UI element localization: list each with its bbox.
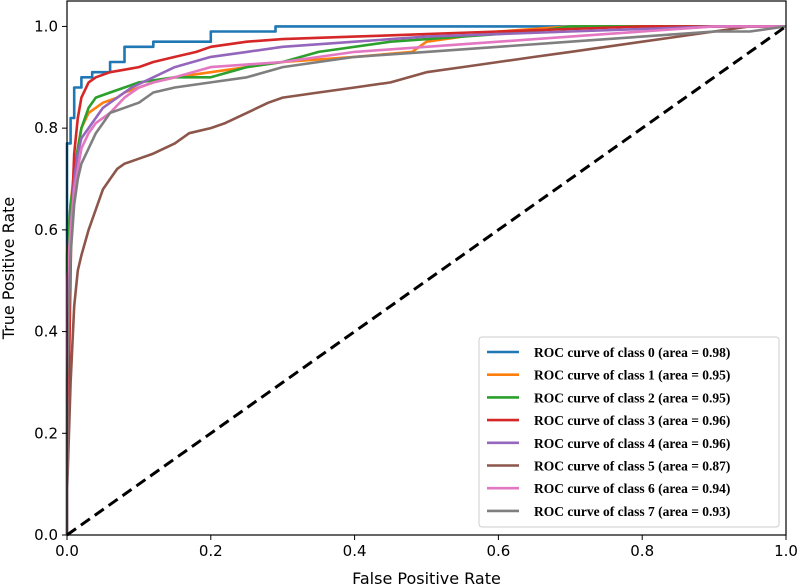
y-tick-label: 0.2 — [34, 424, 58, 442]
legend-entry: ROC curve of class 3 (area = 0.96) — [534, 413, 730, 428]
y-axis: 0.0 0.2 0.4 0.6 0.8 1.0 — [34, 17, 67, 544]
legend-entry: ROC curve of class 2 (area = 0.95) — [534, 390, 730, 405]
legend-entry: ROC curve of class 1 (area = 0.95) — [534, 368, 730, 383]
x-tick-label: 0.2 — [199, 542, 223, 560]
legend: ROC curve of class 0 (area = 0.98) ROC cu… — [478, 336, 780, 528]
x-tick-label: 1.0 — [774, 542, 797, 560]
plot-area — [65, 25, 787, 537]
x-axis-label: False Positive Rate — [352, 569, 501, 587]
legend-entry: ROC curve of class 6 (area = 0.94) — [534, 481, 730, 496]
roc-curve-class-3 — [65, 25, 786, 535]
y-tick-label: 0.4 — [34, 323, 58, 341]
y-tick-label: 0.8 — [34, 119, 58, 137]
x-tick-label: 0.4 — [343, 542, 367, 560]
legend-entry: ROC curve of class 7 (area = 0.93) — [534, 504, 730, 519]
legend-entry: ROC curve of class 4 (area = 0.96) — [534, 436, 730, 451]
roc-curve-class-7 — [65, 25, 787, 535]
y-axis-label: True Positive Rate — [0, 197, 18, 341]
legend-box — [478, 336, 780, 528]
y-tick-label: 0.0 — [34, 526, 58, 544]
y-tick-label: 0.6 — [34, 221, 58, 239]
roc-curve-class-5 — [65, 25, 786, 535]
x-tick-label: 0.6 — [486, 542, 510, 560]
legend-entry: ROC curve of class 5 (area = 0.87) — [534, 459, 730, 474]
x-tick-label: 0.0 — [55, 542, 79, 560]
roc-curve-class-6 — [65, 25, 786, 535]
chance-diagonal-line — [66, 25, 787, 537]
x-axis: 0.0 0.2 0.4 0.6 0.8 1.0 — [55, 535, 797, 560]
roc-curve-class-4 — [65, 25, 786, 535]
plot-frame — [66, 0, 787, 536]
y-tick-label: 1.0 — [34, 17, 58, 35]
legend-entry: ROC curve of class 0 (area = 0.98) — [534, 345, 730, 360]
x-tick-label: 0.8 — [630, 542, 654, 560]
